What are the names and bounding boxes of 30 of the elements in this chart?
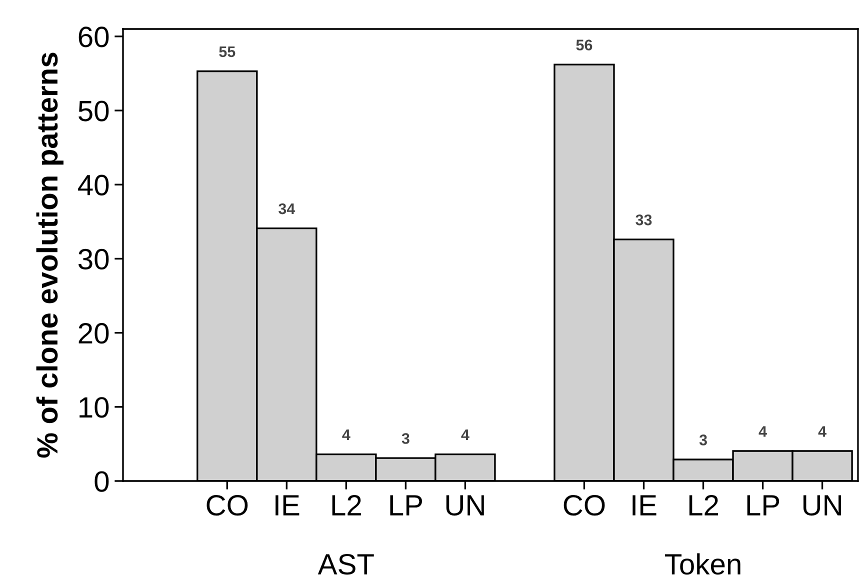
y-tick-label: 0 [94,471,109,492]
x-tick-label: CO [564,494,605,516]
x-tick-label: LP [390,495,422,516]
y-tick-label: 60 [78,26,109,48]
x-tick-label: IE [632,495,656,516]
x-tick-label: L2 [689,494,718,516]
data-label: 4 [342,430,350,440]
data-label: 33 [636,214,652,226]
y-tick-label: 40 [78,174,109,196]
y-tick-label: 50 [78,100,109,122]
text: Token [665,553,740,575]
y-tick-label: 20 [78,323,109,344]
x-tick-label: UN [446,495,484,516]
y-tick-label: 10 [80,397,109,418]
x-tick-label: LP [747,495,780,516]
x-tick-label: IE [276,495,300,516]
data-label: 4 [758,426,767,437]
x-tick-label: L2 [332,494,361,516]
data-label: 3 [699,434,707,446]
data-label: 55 [219,46,236,58]
data-label: 4 [461,430,470,440]
y-axis-title: % of clone evolution patterns [36,52,64,458]
data-label: 4 [818,426,826,437]
data-label: 56 [576,40,592,50]
data-label: 34 [278,203,296,214]
data-label: 3 [402,433,410,444]
y-tick-label: 30 [78,248,109,270]
x-tick-label: UN [803,495,841,516]
x-tick-label: CO [206,494,248,516]
text: AST [318,554,374,575]
